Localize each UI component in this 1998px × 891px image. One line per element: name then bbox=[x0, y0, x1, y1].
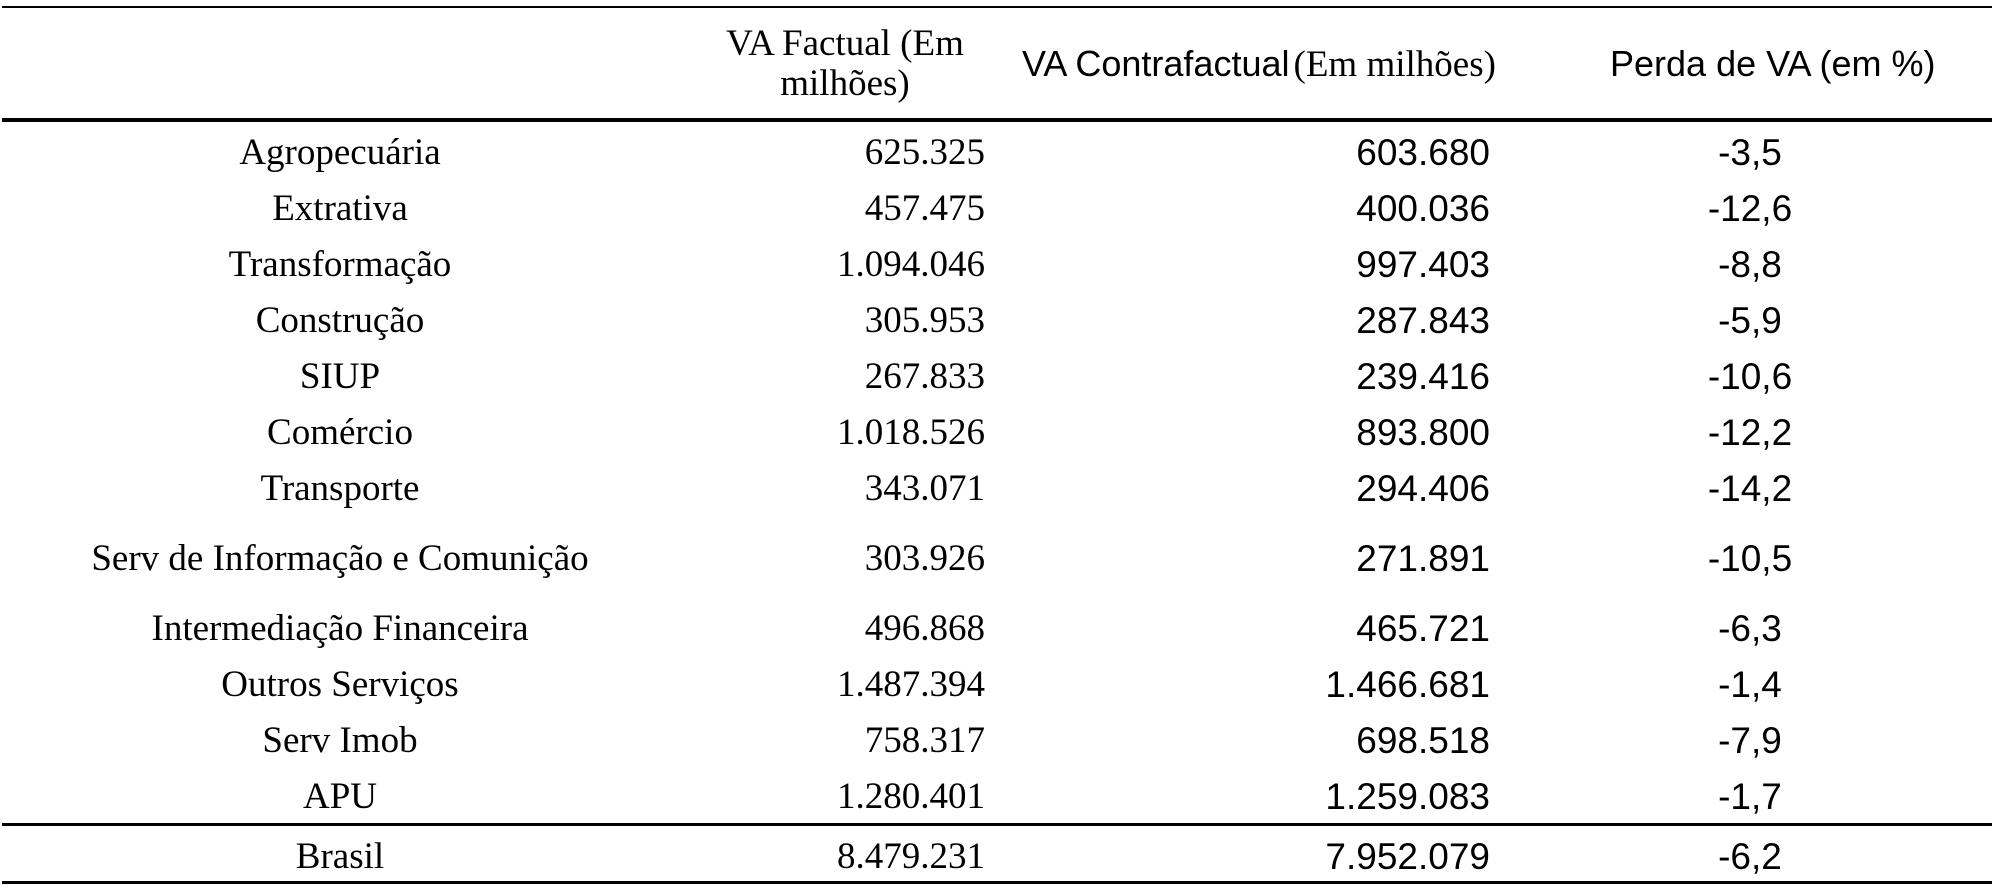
total-va-factual: 8.479.231 bbox=[837, 836, 985, 877]
va-factual-value: 1.018.526 bbox=[837, 412, 985, 453]
total-va-loss: -6,2 bbox=[1718, 836, 1782, 877]
va-loss-value: -14,2 bbox=[1707, 468, 1793, 509]
va-loss-value: -5,9 bbox=[1718, 300, 1782, 341]
va-factual-value: 305.953 bbox=[864, 300, 985, 341]
va-factual-value: 758.317 bbox=[864, 720, 985, 761]
sector-name: Serv Imob bbox=[262, 720, 418, 761]
header-factual-line2: milhões) bbox=[780, 63, 910, 104]
va-loss-value: -8,8 bbox=[1718, 244, 1782, 285]
va-contrafactual-value: 698.518 bbox=[1356, 720, 1490, 761]
va-contrafactual-value: 465.721 bbox=[1356, 608, 1490, 649]
va-contrafactual-value: 1.466.681 bbox=[1325, 664, 1490, 705]
header-factual: VA Factual (Em milhões) bbox=[700, 24, 990, 104]
sector-name: Outros Serviços bbox=[221, 664, 459, 705]
va-factual-value: 1.094.046 bbox=[837, 244, 985, 285]
va-factual-value: 267.833 bbox=[864, 356, 985, 397]
va-factual-value: 303.926 bbox=[864, 538, 985, 579]
sector-name: Agropecuária bbox=[239, 132, 441, 173]
va-loss-value: -10,6 bbox=[1707, 356, 1793, 397]
sector-name: Comércio bbox=[267, 412, 413, 453]
va-contrafactual-value: 294.406 bbox=[1356, 468, 1490, 509]
bottom-rule bbox=[2, 881, 1992, 884]
va-contrafactual-value: 400.036 bbox=[1356, 188, 1490, 229]
total-name: Brasil bbox=[295, 836, 385, 877]
va-loss-value: -3,5 bbox=[1718, 132, 1782, 173]
va-loss-value: -10,5 bbox=[1707, 538, 1793, 579]
total-rule bbox=[2, 823, 1992, 826]
va-contrafactual-value: 271.891 bbox=[1356, 538, 1490, 579]
va-factual-value: 496.868 bbox=[864, 608, 985, 649]
top-rule bbox=[2, 6, 1992, 8]
va-loss-value: -1,4 bbox=[1718, 664, 1782, 705]
total-va-contrafactual: 7.952.079 bbox=[1325, 836, 1490, 877]
va-factual-value: 1.487.394 bbox=[837, 664, 985, 705]
header-contrafactual-unit: (Em milhões) bbox=[1293, 44, 1496, 85]
va-loss-value: -7,9 bbox=[1718, 720, 1782, 761]
sector-name: SIUP bbox=[299, 356, 381, 397]
header-factual-line1: VA Factual (Em bbox=[726, 23, 964, 64]
sector-name: Construção bbox=[255, 300, 425, 341]
va-contrafactual-value: 239.416 bbox=[1356, 356, 1490, 397]
va-loss-value: -6,3 bbox=[1718, 608, 1782, 649]
va-loss-value: -12,6 bbox=[1707, 188, 1793, 229]
sector-name: Intermediação Financeira bbox=[151, 608, 529, 649]
sector-name: Serv de Informação e Comunição bbox=[91, 538, 589, 579]
sector-name: APU bbox=[302, 776, 378, 817]
va-loss-value: -12,2 bbox=[1707, 412, 1793, 453]
va-factual-value: 343.071 bbox=[864, 468, 985, 509]
va-factual-value: 1.280.401 bbox=[837, 776, 985, 817]
va-contrafactual-value: 287.843 bbox=[1356, 300, 1490, 341]
va-contrafactual-value: 603.680 bbox=[1356, 132, 1490, 173]
sector-name: Transporte bbox=[260, 468, 420, 509]
va-loss-value: -1,7 bbox=[1718, 776, 1782, 817]
header-contrafactual: VA Contrafactual (Em milhões) bbox=[1022, 43, 1496, 85]
va-contrafactual-value: 893.800 bbox=[1356, 412, 1490, 453]
header-contrafactual-main: VA Contrafactual bbox=[1022, 43, 1290, 84]
header-rule bbox=[2, 118, 1992, 122]
sector-name: Transformação bbox=[228, 244, 452, 285]
va-factual-value: 457.475 bbox=[864, 188, 985, 229]
sector-name: Extrativa bbox=[272, 188, 408, 229]
va-contrafactual-value: 997.403 bbox=[1356, 244, 1490, 285]
header-perda: Perda de VA (em %) bbox=[1610, 43, 1936, 84]
va-contrafactual-value: 1.259.083 bbox=[1325, 776, 1490, 817]
va-factual-value: 625.325 bbox=[864, 132, 985, 173]
